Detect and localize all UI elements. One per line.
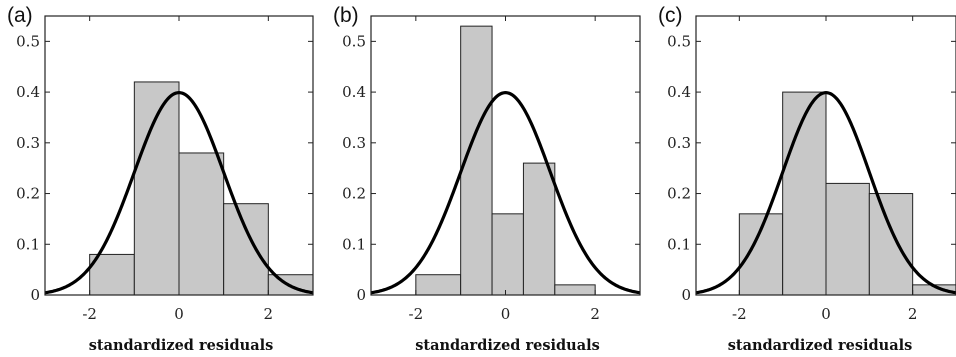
y-tick-label: 0.3 <box>667 134 691 152</box>
y-tick-label: 0.4 <box>667 83 691 101</box>
x-axis-label: standardized residuals <box>728 337 913 354</box>
normal-pdf-curve <box>371 91 640 295</box>
y-tick-label: 0.1 <box>16 235 40 253</box>
x-tick-label: 2 <box>264 305 274 323</box>
histogram-bar <box>178 152 225 296</box>
x-tick-label: 0 <box>821 305 831 323</box>
histogram-bar <box>825 182 870 296</box>
panel-label: (c) <box>658 4 683 27</box>
y-tick-label: 0 <box>356 286 366 304</box>
normal-pdf-curve <box>45 91 313 295</box>
x-axis-label: standardized residuals <box>89 337 274 354</box>
x-tick-label: -2 <box>732 305 747 323</box>
histogram-bar <box>868 193 914 296</box>
y-tick-label: 0.5 <box>667 32 691 50</box>
x-tick-label: 0 <box>174 305 184 323</box>
panel-label: (a) <box>7 4 33 27</box>
histogram-bar <box>415 274 462 296</box>
histogram-bar <box>223 203 269 296</box>
y-tick-label: 0.5 <box>16 32 40 50</box>
x-tick-label: 0 <box>501 305 511 323</box>
panel-label: (b) <box>333 4 359 27</box>
chart-panel-1: 0 0.1 0.2 0.3 0.4 0.5 -2 0 2 standardized residua… <box>7 4 314 354</box>
histogram-bar <box>554 284 596 296</box>
normal-pdf-curve <box>696 91 956 295</box>
y-tick-label: 0.2 <box>342 185 366 203</box>
histogram-bar <box>522 162 556 296</box>
y-tick-label: 0.4 <box>16 83 40 101</box>
chart-panel-2: 0 0.1 0.2 0.3 0.4 0.5 -2 0 2 standardized residua… <box>333 4 641 354</box>
x-tick-label: -2 <box>409 305 424 323</box>
y-tick-label: 0.2 <box>667 185 691 203</box>
x-tick-label: 2 <box>590 305 600 323</box>
y-tick-label: 0.1 <box>667 235 691 253</box>
histogram-bar <box>782 91 827 296</box>
y-tick-label: 0 <box>30 286 40 304</box>
y-tick-label: 0.5 <box>342 32 366 50</box>
y-tick-label: 0.3 <box>16 134 40 152</box>
y-tick-label: 0 <box>681 286 691 304</box>
y-tick-label: 0.4 <box>342 83 366 101</box>
y-tick-label: 0.1 <box>342 235 366 253</box>
histogram-bar <box>89 253 135 296</box>
histogram-bar <box>491 213 524 296</box>
y-tick-label: 0.3 <box>342 134 366 152</box>
chart-panel-3: 0 0.1 0.2 0.3 0.4 0.5 -2 0 2 standardized residua… <box>658 4 956 354</box>
x-axis-label: standardized residuals <box>415 337 600 354</box>
x-tick-label: 2 <box>908 305 918 323</box>
x-tick-label: -2 <box>82 305 97 323</box>
y-tick-label: 0.2 <box>16 185 40 203</box>
